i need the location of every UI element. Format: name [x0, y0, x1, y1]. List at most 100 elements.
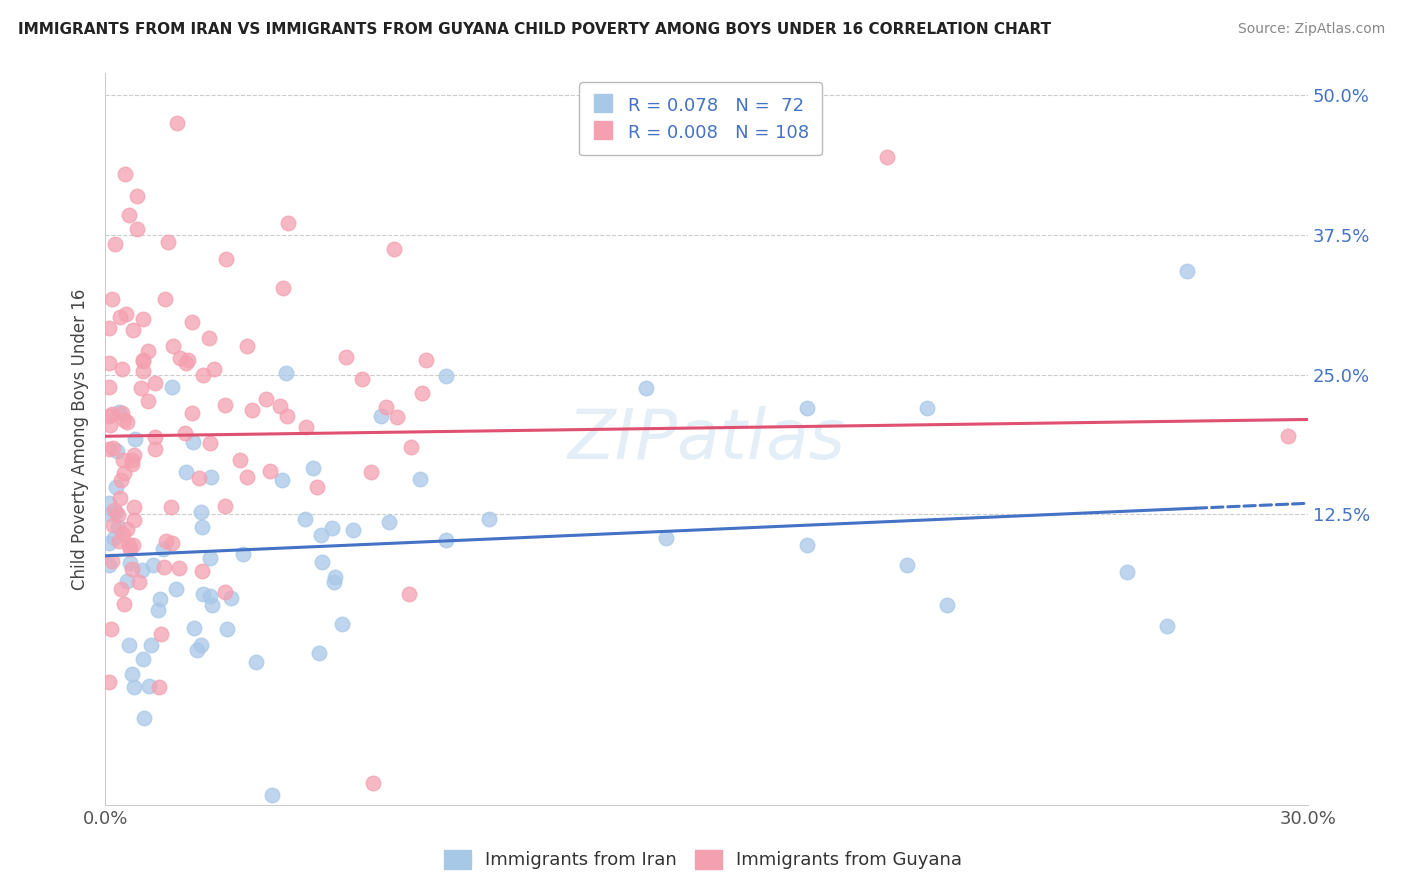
Point	[217, 623, 239, 637]
Point	[101, 292, 124, 306]
Legend: Immigrants from Iran, Immigrants from Guyana: Immigrants from Iran, Immigrants from Gu…	[434, 841, 972, 879]
Point	[103, 236, 125, 251]
Point	[322, 575, 344, 590]
Point	[117, 574, 139, 589]
Point	[1116, 566, 1139, 580]
Point	[111, 527, 134, 541]
Point	[114, 167, 136, 181]
Point	[478, 512, 501, 526]
Point	[259, 464, 281, 478]
Point	[101, 517, 124, 532]
Point	[186, 643, 208, 657]
Legend: R = 0.078   N =  72, R = 0.008   N = 108: R = 0.078 N = 72, R = 0.008 N = 108	[579, 82, 821, 155]
Point	[655, 531, 678, 545]
Point	[245, 656, 267, 670]
Point	[134, 711, 156, 725]
Point	[177, 353, 200, 368]
Point	[200, 470, 222, 484]
Point	[157, 235, 180, 250]
Point	[138, 679, 160, 693]
Point	[197, 330, 219, 344]
Point	[107, 508, 129, 523]
Point	[141, 638, 163, 652]
Point	[121, 323, 143, 337]
Point	[323, 570, 346, 584]
Point	[385, 410, 408, 425]
Point	[153, 560, 176, 574]
Point	[108, 405, 131, 419]
Point	[104, 481, 127, 495]
Point	[160, 500, 183, 514]
Point	[374, 400, 396, 414]
Point	[152, 542, 174, 557]
Point	[308, 646, 330, 660]
Point	[98, 321, 121, 335]
Point	[124, 433, 146, 447]
Point	[112, 452, 135, 467]
Point	[1177, 263, 1199, 277]
Point	[311, 555, 333, 569]
Point	[98, 409, 121, 423]
Point	[110, 473, 132, 487]
Point	[181, 315, 204, 329]
Point	[132, 652, 155, 666]
Point	[98, 495, 121, 509]
Point	[276, 409, 298, 423]
Point	[122, 500, 145, 514]
Point	[236, 470, 259, 484]
Point	[335, 350, 357, 364]
Point	[122, 680, 145, 694]
Point	[273, 280, 295, 294]
Point	[214, 499, 236, 513]
Point	[142, 558, 165, 572]
Point	[101, 442, 124, 456]
Point	[915, 401, 938, 416]
Point	[101, 407, 124, 421]
Point	[411, 386, 433, 401]
Point	[254, 392, 277, 406]
Point	[330, 616, 353, 631]
Point	[415, 353, 437, 368]
Point	[107, 520, 129, 534]
Point	[350, 372, 373, 386]
Text: ZIPatlas: ZIPatlas	[568, 406, 845, 473]
Point	[115, 522, 138, 536]
Point	[118, 638, 141, 652]
Point	[148, 680, 170, 694]
Point	[191, 519, 214, 533]
Point	[409, 472, 432, 486]
Point	[115, 307, 138, 321]
Point	[98, 507, 121, 521]
Point	[277, 216, 299, 230]
Point	[1156, 619, 1178, 633]
Point	[200, 589, 222, 603]
Point	[131, 563, 153, 577]
Y-axis label: Child Poverty Among Boys Under 16: Child Poverty Among Boys Under 16	[72, 288, 89, 590]
Point	[129, 381, 152, 395]
Point	[307, 480, 329, 494]
Point	[219, 591, 242, 605]
Point	[136, 343, 159, 358]
Point	[240, 403, 263, 417]
Point	[132, 364, 155, 378]
Point	[118, 556, 141, 570]
Point	[896, 558, 918, 572]
Point	[115, 415, 138, 429]
Point	[121, 562, 143, 576]
Point	[321, 521, 343, 535]
Point	[232, 547, 254, 561]
Point	[434, 368, 457, 383]
Point	[98, 418, 121, 433]
Point	[127, 189, 149, 203]
Point	[215, 252, 238, 267]
Point	[398, 587, 420, 601]
Point	[108, 534, 131, 549]
Point	[382, 242, 405, 256]
Point	[105, 443, 128, 458]
Point	[121, 453, 143, 467]
Point	[269, 399, 291, 413]
Point	[198, 436, 221, 450]
Point	[342, 523, 364, 537]
Point	[236, 338, 259, 352]
Point	[181, 434, 204, 449]
